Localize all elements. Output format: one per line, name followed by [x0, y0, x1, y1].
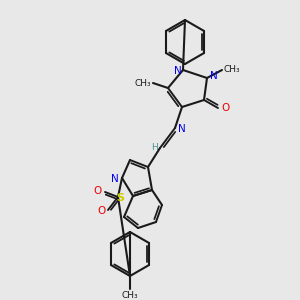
Text: N: N [210, 71, 218, 81]
Text: S: S [116, 193, 124, 203]
Text: O: O [97, 206, 105, 216]
Text: N: N [111, 174, 119, 184]
Text: O: O [221, 103, 229, 113]
Text: N: N [178, 124, 186, 134]
Text: CH₃: CH₃ [122, 290, 138, 299]
Text: O: O [94, 186, 102, 196]
Text: H: H [151, 142, 158, 152]
Text: CH₃: CH₃ [135, 79, 151, 88]
Text: CH₃: CH₃ [224, 64, 240, 74]
Text: N: N [174, 66, 182, 76]
